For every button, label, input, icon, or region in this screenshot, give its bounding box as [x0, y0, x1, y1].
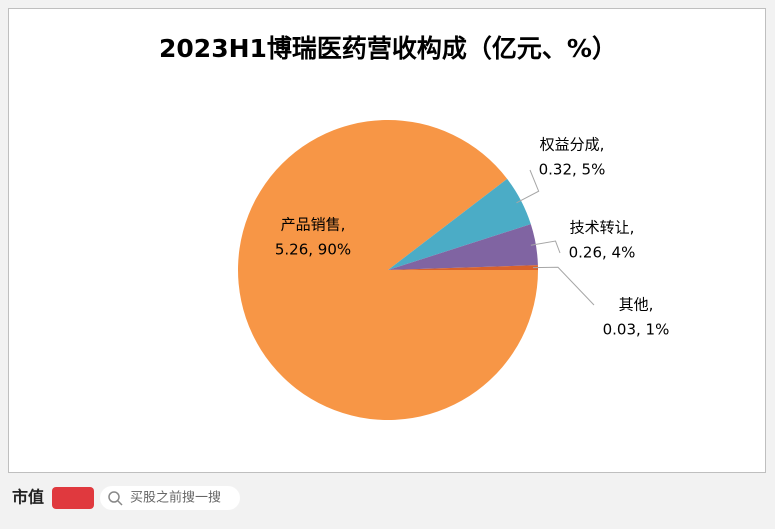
footer-brand: 市值 — [12, 488, 44, 507]
pie-slice — [388, 178, 531, 270]
search-box[interactable] — [100, 486, 240, 510]
data-label-value: 5.26, 90% — [275, 241, 351, 259]
search-icon — [117, 500, 123, 506]
data-label-name: 产品销售, — [281, 216, 346, 234]
data-label-name: 技术转让, — [570, 219, 635, 237]
leader-line — [532, 266, 595, 306]
data-label-value: 0.26, 4% — [569, 244, 636, 262]
pie-slice — [388, 224, 538, 270]
search-icon — [108, 491, 120, 503]
data-label-name: 权益分成, — [540, 136, 605, 154]
leader-line — [530, 240, 561, 254]
data-label-name: 其他, — [619, 296, 654, 314]
chart-title: 2023H1博瑞医药营收构成（亿元、%） — [159, 34, 617, 63]
data-label-value: 0.03, 1% — [603, 321, 670, 339]
search-placeholder[interactable]: 买股之前搜一搜 — [130, 490, 221, 506]
leader-line — [516, 169, 540, 204]
data-label-value: 0.32, 5% — [539, 161, 606, 179]
brand-logo — [52, 487, 94, 509]
pie-slice — [388, 265, 538, 270]
